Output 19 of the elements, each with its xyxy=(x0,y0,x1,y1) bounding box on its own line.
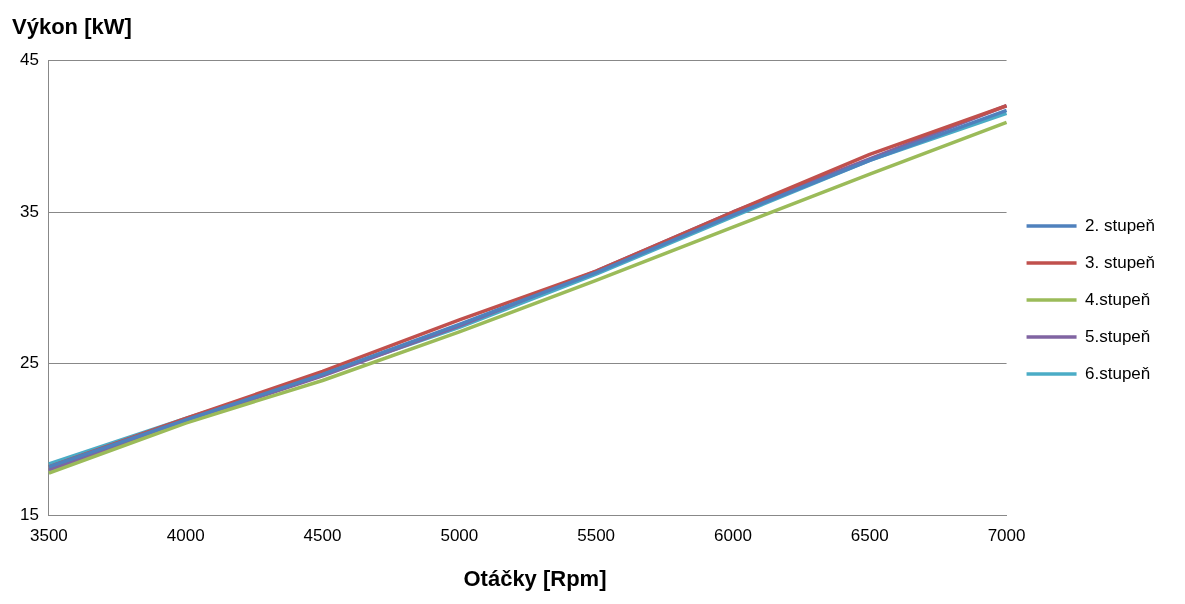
legend-label: 5.stupeň xyxy=(1085,326,1151,346)
legend-label: 6.stupeň xyxy=(1085,363,1151,383)
x-tick-label: 5500 xyxy=(577,526,616,546)
x-tick-label: 7000 xyxy=(987,526,1026,546)
y-tick-label: 35 xyxy=(19,201,39,221)
y-axis-title: Výkon [kW] xyxy=(12,14,132,40)
x-axis-title: Otáčky [Rpm] xyxy=(462,566,608,592)
x-tick-label: 4000 xyxy=(166,526,205,546)
x-tick-label: 3500 xyxy=(30,526,68,546)
legend-label: 4.stupeň xyxy=(1085,289,1151,309)
y-tick-label: 25 xyxy=(19,353,39,373)
legend-label: 2. stupeň xyxy=(1085,215,1156,235)
x-tick-label: 6000 xyxy=(714,526,752,546)
y-tick-label: 45 xyxy=(19,49,39,69)
x-tick-label: 5000 xyxy=(440,526,479,546)
legend-label: 3. stupeň xyxy=(1085,252,1156,272)
x-tick-label: 4500 xyxy=(303,526,342,546)
x-tick-label: 6500 xyxy=(850,526,889,546)
y-tick-label: 15 xyxy=(19,505,39,525)
